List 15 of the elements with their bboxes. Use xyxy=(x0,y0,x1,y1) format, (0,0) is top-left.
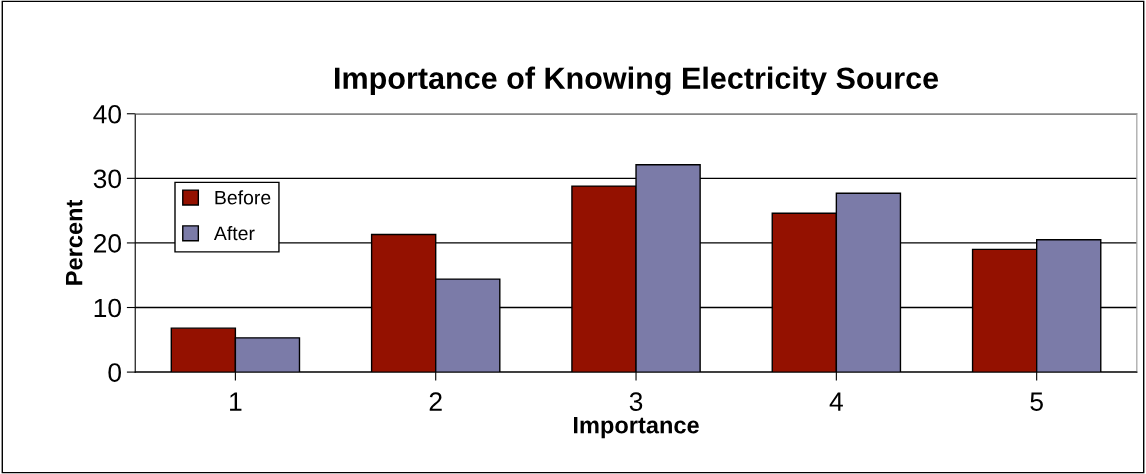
x-axis-title: Importance xyxy=(573,417,699,439)
y-tick-label: 0 xyxy=(108,363,121,382)
y-tick-label: 20 xyxy=(94,234,121,253)
x-tick-label: 2 xyxy=(429,392,442,411)
legend-label: Before xyxy=(215,190,271,205)
y-tick-label: 30 xyxy=(93,169,121,189)
y-tick-label: 40 xyxy=(93,104,121,124)
y-axis-title: Percent xyxy=(65,199,83,285)
x-tick-label: 4 xyxy=(829,392,843,411)
x-tick-label: 3 xyxy=(629,392,643,411)
y-tick-label: 10 xyxy=(94,298,121,318)
chart-title: Importance of Knowing Electricity Source xyxy=(335,66,939,96)
legend-label: After xyxy=(213,225,255,241)
x-tick-label: 1 xyxy=(230,392,242,411)
x-tick-label: 5 xyxy=(1030,392,1043,411)
